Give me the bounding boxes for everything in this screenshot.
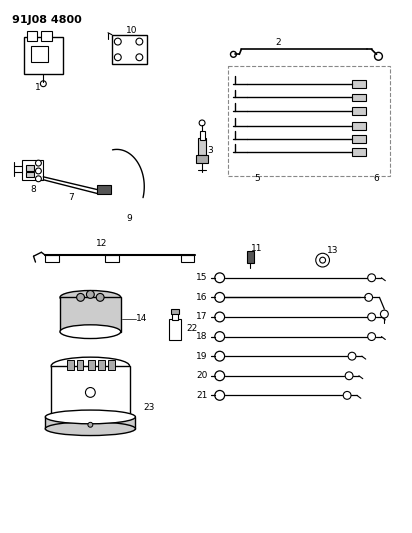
Text: 18: 18 xyxy=(197,332,208,341)
Circle shape xyxy=(35,176,41,182)
Circle shape xyxy=(115,54,121,61)
Circle shape xyxy=(35,168,41,174)
Bar xyxy=(45,417,136,429)
Bar xyxy=(67,360,74,370)
Text: 8: 8 xyxy=(30,185,36,194)
Bar xyxy=(97,184,111,195)
Text: 15: 15 xyxy=(197,273,208,282)
Circle shape xyxy=(230,51,236,57)
Ellipse shape xyxy=(51,357,129,375)
Circle shape xyxy=(96,294,104,301)
Bar xyxy=(77,360,84,370)
Circle shape xyxy=(215,371,225,381)
Bar xyxy=(112,35,147,64)
Bar xyxy=(108,360,115,370)
Circle shape xyxy=(215,391,225,400)
Bar xyxy=(352,135,366,142)
Bar xyxy=(352,107,366,115)
Circle shape xyxy=(199,120,205,126)
Circle shape xyxy=(88,422,93,427)
Bar xyxy=(352,148,366,156)
Circle shape xyxy=(368,333,376,341)
Bar xyxy=(60,297,121,332)
Bar xyxy=(89,360,95,370)
Bar xyxy=(22,160,43,180)
Bar xyxy=(105,255,119,262)
Text: 6: 6 xyxy=(374,174,379,183)
Bar xyxy=(171,309,178,314)
Text: 2: 2 xyxy=(276,38,281,47)
Circle shape xyxy=(87,290,94,298)
Bar xyxy=(352,93,366,101)
Circle shape xyxy=(368,274,376,281)
Text: 14: 14 xyxy=(136,314,147,324)
Bar xyxy=(196,155,208,163)
Text: 20: 20 xyxy=(197,372,208,380)
Bar xyxy=(172,312,178,320)
Circle shape xyxy=(136,54,143,61)
Circle shape xyxy=(215,312,225,322)
Circle shape xyxy=(115,38,121,45)
Circle shape xyxy=(215,273,225,282)
Text: 10: 10 xyxy=(126,26,137,35)
Text: 23: 23 xyxy=(143,402,155,411)
Circle shape xyxy=(215,351,225,361)
Bar xyxy=(26,165,33,171)
Text: 1: 1 xyxy=(35,83,40,92)
Circle shape xyxy=(215,293,225,302)
Circle shape xyxy=(215,332,225,342)
Circle shape xyxy=(40,81,46,87)
Circle shape xyxy=(77,294,84,301)
Bar xyxy=(98,360,105,370)
Text: 12: 12 xyxy=(96,239,108,248)
Text: 91J08 4800: 91J08 4800 xyxy=(12,15,82,25)
Bar xyxy=(51,366,129,420)
Circle shape xyxy=(345,372,353,379)
Circle shape xyxy=(316,253,330,267)
Circle shape xyxy=(136,38,143,45)
Text: 5: 5 xyxy=(254,174,260,183)
Text: 9: 9 xyxy=(126,214,132,223)
Text: 7: 7 xyxy=(68,193,74,202)
Bar xyxy=(352,80,366,87)
Text: 22: 22 xyxy=(187,324,198,333)
Bar xyxy=(30,46,48,62)
Bar xyxy=(247,252,254,263)
Bar xyxy=(26,172,33,177)
Bar xyxy=(41,31,52,41)
Bar xyxy=(169,319,180,341)
Ellipse shape xyxy=(45,410,136,424)
Text: 19: 19 xyxy=(197,352,208,361)
Ellipse shape xyxy=(60,290,121,304)
Circle shape xyxy=(375,52,382,60)
Text: 11: 11 xyxy=(251,244,263,253)
Text: 16: 16 xyxy=(197,293,208,302)
Text: 13: 13 xyxy=(327,246,338,255)
Circle shape xyxy=(365,294,372,301)
Text: 21: 21 xyxy=(197,391,208,400)
Circle shape xyxy=(343,391,351,399)
Bar xyxy=(200,131,205,140)
Circle shape xyxy=(348,352,356,360)
Bar xyxy=(352,122,366,130)
Circle shape xyxy=(320,257,325,263)
Bar xyxy=(45,255,59,262)
Circle shape xyxy=(85,387,95,397)
Circle shape xyxy=(368,313,376,321)
Bar xyxy=(180,255,194,262)
Circle shape xyxy=(35,160,41,166)
Circle shape xyxy=(380,310,388,318)
Bar xyxy=(24,37,63,74)
Ellipse shape xyxy=(45,422,136,435)
Bar xyxy=(27,31,37,41)
Text: 3: 3 xyxy=(207,146,213,155)
Bar xyxy=(227,66,390,176)
Text: 17: 17 xyxy=(197,312,208,321)
Bar xyxy=(198,138,206,155)
Ellipse shape xyxy=(60,325,121,338)
